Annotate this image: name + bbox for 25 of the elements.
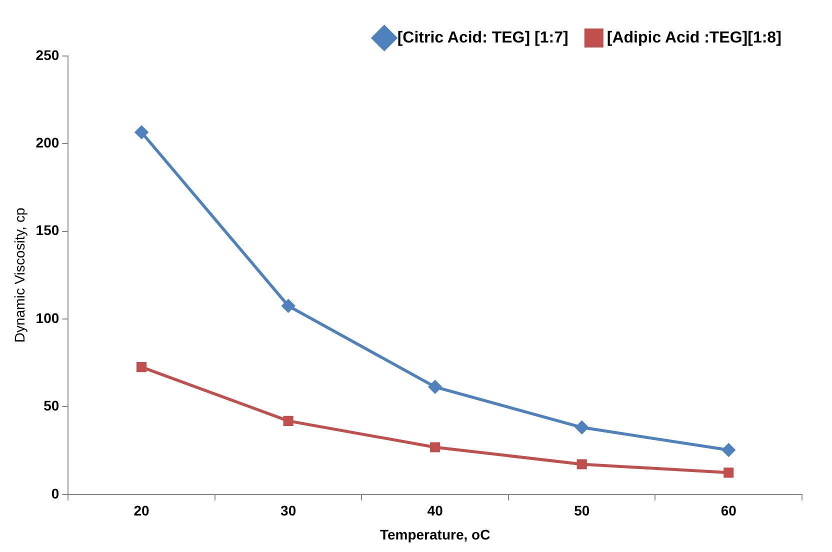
- y-tick-label: 150: [36, 222, 60, 238]
- y-tick-label: 200: [36, 134, 60, 151]
- x-axis-title: Temperature, oC: [380, 526, 490, 542]
- y-tick-label: 50: [44, 398, 60, 414]
- y-tick-label: 250: [36, 46, 60, 63]
- point: [428, 380, 442, 394]
- y-axis-title: Dynamic Viscosity, cp: [11, 208, 28, 343]
- y-tick-label: 0: [51, 485, 60, 502]
- point: [724, 468, 734, 478]
- x-tick-label: 30: [280, 502, 296, 519]
- point: [135, 126, 148, 139]
- point: [282, 299, 295, 312]
- point: [575, 420, 588, 434]
- legend-label: [Adipic Acid :TEG][1:8]: [606, 29, 782, 46]
- point: [136, 362, 147, 372]
- y-tick-label: 100: [36, 310, 60, 326]
- legend-label: [Citric Acid: TEG] [1:7]: [397, 29, 568, 46]
- point: [430, 442, 440, 452]
- x-tick-label: 60: [720, 502, 737, 519]
- x-tick-label: 20: [134, 502, 150, 519]
- point: [722, 444, 736, 457]
- x-tick-label: 40: [427, 502, 444, 519]
- point: [576, 459, 587, 470]
- x-tick-label: 50: [574, 502, 590, 519]
- point: [283, 416, 294, 426]
